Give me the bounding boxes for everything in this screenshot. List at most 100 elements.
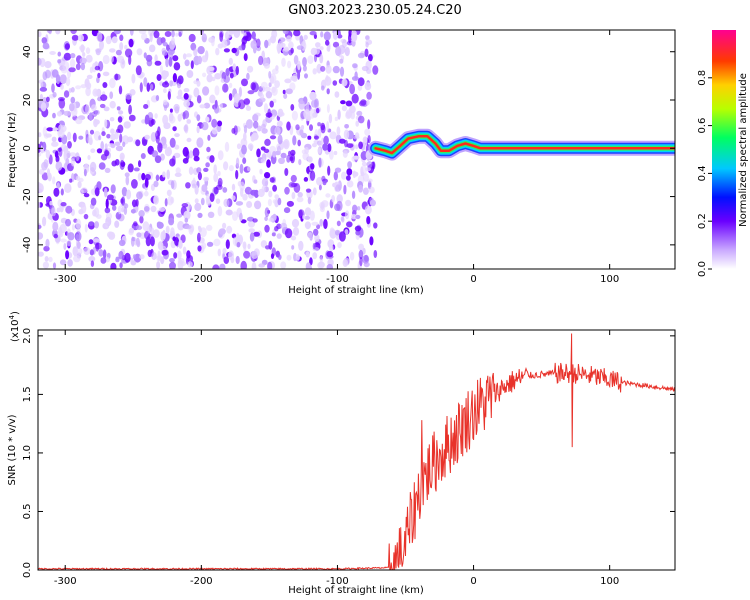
spectrogram-noise-cell: [264, 172, 271, 179]
spectrogram-noise-cell: [115, 145, 123, 152]
spectrogram-noise-cell: [261, 177, 269, 187]
spectrogram-noise-cell: [355, 120, 360, 127]
spectrogram-noise-cell: [322, 180, 327, 186]
colorbar: [712, 30, 736, 269]
spectrogram-noise-cell: [75, 175, 81, 181]
spectrogram-noise-cell: [268, 71, 272, 79]
spectrogram-noise-cell: [235, 255, 240, 265]
spectrogram-noise-cell: [154, 54, 158, 63]
spectrogram-noise-cell: [276, 233, 282, 239]
spectrogram-noise-cell: [123, 206, 128, 215]
spectrogram-noise-cell: [128, 114, 136, 122]
spectrogram-noise-cell: [214, 73, 222, 80]
spectrogram-noise-cell: [316, 140, 323, 146]
spectrogram-noise-cell: [201, 33, 207, 43]
spectrogram-noise-cell: [240, 260, 247, 269]
spectrogram-noise-cell: [212, 264, 220, 269]
spectrogram-noise-cell: [165, 57, 169, 68]
spectrogram-noise-cell: [174, 144, 180, 150]
spectrogram-noise-cell: [115, 256, 120, 261]
spectrogram-noise-cell: [324, 76, 332, 86]
spectrogram-noise-cell: [264, 39, 269, 49]
spectrogram-noise-cell: [346, 143, 354, 149]
spectrogram-noise-cell: [116, 106, 121, 111]
spectrogram-noise-cell: [313, 228, 319, 236]
spectrogram-noise-cell: [38, 202, 41, 208]
spectrogram-noise-cell: [320, 31, 324, 38]
spectrogram-noise-cell: [269, 135, 277, 140]
spectrogram-noise-cell: [194, 198, 199, 204]
spectrogram-noise-cell: [326, 121, 330, 132]
spectrogram-noise-cell: [272, 98, 277, 103]
spectrogram-noise-cell: [296, 45, 304, 50]
spectrogram-noise-cell: [80, 203, 87, 214]
spectrogram-noise-cell: [136, 48, 143, 56]
spectrogram-noise-cell: [73, 254, 81, 263]
spectrogram-noise-cell: [139, 215, 144, 224]
spectrogram-noise-cell: [105, 221, 109, 228]
spectrogram-noise-cell: [51, 141, 59, 147]
spectrogram-noise-cell: [72, 132, 77, 143]
spectrogram-noise-cell: [155, 95, 160, 101]
spectrogram-noise-cell: [214, 85, 220, 96]
spectrogram-noise-cell: [325, 193, 331, 198]
spectrogram-noise-cell: [191, 183, 197, 189]
spectrogram-noise-cell: [144, 114, 150, 125]
spectrogram-noise-cell: [207, 211, 215, 218]
spectrogram-noise-cell: [260, 81, 268, 89]
spectrogram-noise-cell: [75, 85, 82, 90]
spectrogram-noise-cell: [163, 88, 167, 94]
spectrogram-noise-cell: [57, 111, 62, 117]
spectrogram-noise-cell: [222, 83, 229, 93]
spectrogram-noise-cell: [136, 232, 142, 238]
snr-multiplier-exponent: 4: [8, 314, 16, 319]
spectrogram-noise-cell: [245, 119, 253, 129]
spectrogram-noise-cell: [365, 35, 370, 41]
spectrogram-noise-cell: [347, 161, 352, 169]
spectrogram-noise-cell: [127, 163, 134, 173]
spectrogram-noise-cell: [174, 172, 182, 177]
spectrogram-noise-cell: [314, 234, 320, 242]
spectrogram-noise-cell: [252, 114, 259, 122]
spectrogram-noise-cell: [280, 152, 287, 159]
spectrogram-noise-cell: [197, 245, 202, 252]
spectrogram-noise-cell: [288, 150, 291, 157]
spectrogram-noise-cell: [312, 252, 318, 260]
spectrogram-noise-cell: [183, 93, 189, 100]
spectrogram-noise-cell: [250, 189, 258, 196]
spectrogram-noise-cell: [228, 82, 233, 88]
spectrogram-noise-cell: [297, 192, 303, 198]
spectrogram-noise-cell: [147, 226, 152, 234]
spectrogram-noise-cell: [183, 99, 191, 108]
spectrogram-noise-cell: [205, 162, 210, 168]
spectrogram-noise-cell: [304, 207, 312, 217]
spectrogram-y-tick-label: 0: [22, 145, 33, 151]
spectrogram-noise-cell: [217, 43, 224, 49]
spectrogram-noise-cell: [356, 206, 361, 211]
spectrogram-noise-cell: [183, 110, 190, 119]
spectrogram-noise-cell: [46, 168, 51, 178]
spectrogram-noise-cell: [305, 262, 311, 269]
spectrogram-noise-cell: [119, 133, 123, 143]
spectrogram-noise-cell: [94, 119, 100, 125]
spectrogram-noise-cell: [263, 148, 270, 153]
spectrogram-noise-cell: [327, 143, 332, 153]
spectrogram-noise-cell: [267, 261, 273, 269]
colorbar-tick-label: 0.8: [697, 70, 708, 86]
spectrogram-noise-cell: [225, 239, 230, 250]
spectrogram-noise-cell: [85, 86, 91, 97]
spectrogram-noise-cell: [238, 45, 246, 51]
spectrogram-noise-cell: [57, 147, 62, 152]
spectrogram-noise-cell: [328, 113, 333, 124]
spectrogram-noise-cell: [186, 70, 194, 78]
spectrogram-noise-cell: [156, 221, 164, 229]
spectrogram-noise-cell: [96, 214, 102, 220]
spectrogram-noise-cell: [154, 113, 158, 119]
spectrogram-noise-cell: [225, 209, 233, 216]
spectrogram-noise-cell: [352, 63, 358, 69]
spectrogram-noise-cell: [71, 34, 79, 41]
spectrogram-noise-cell: [150, 83, 154, 90]
spectrogram-noise-cell: [162, 171, 166, 178]
spectrogram-noise-cell: [144, 190, 149, 197]
spectrogram-noise-cell: [167, 195, 174, 206]
